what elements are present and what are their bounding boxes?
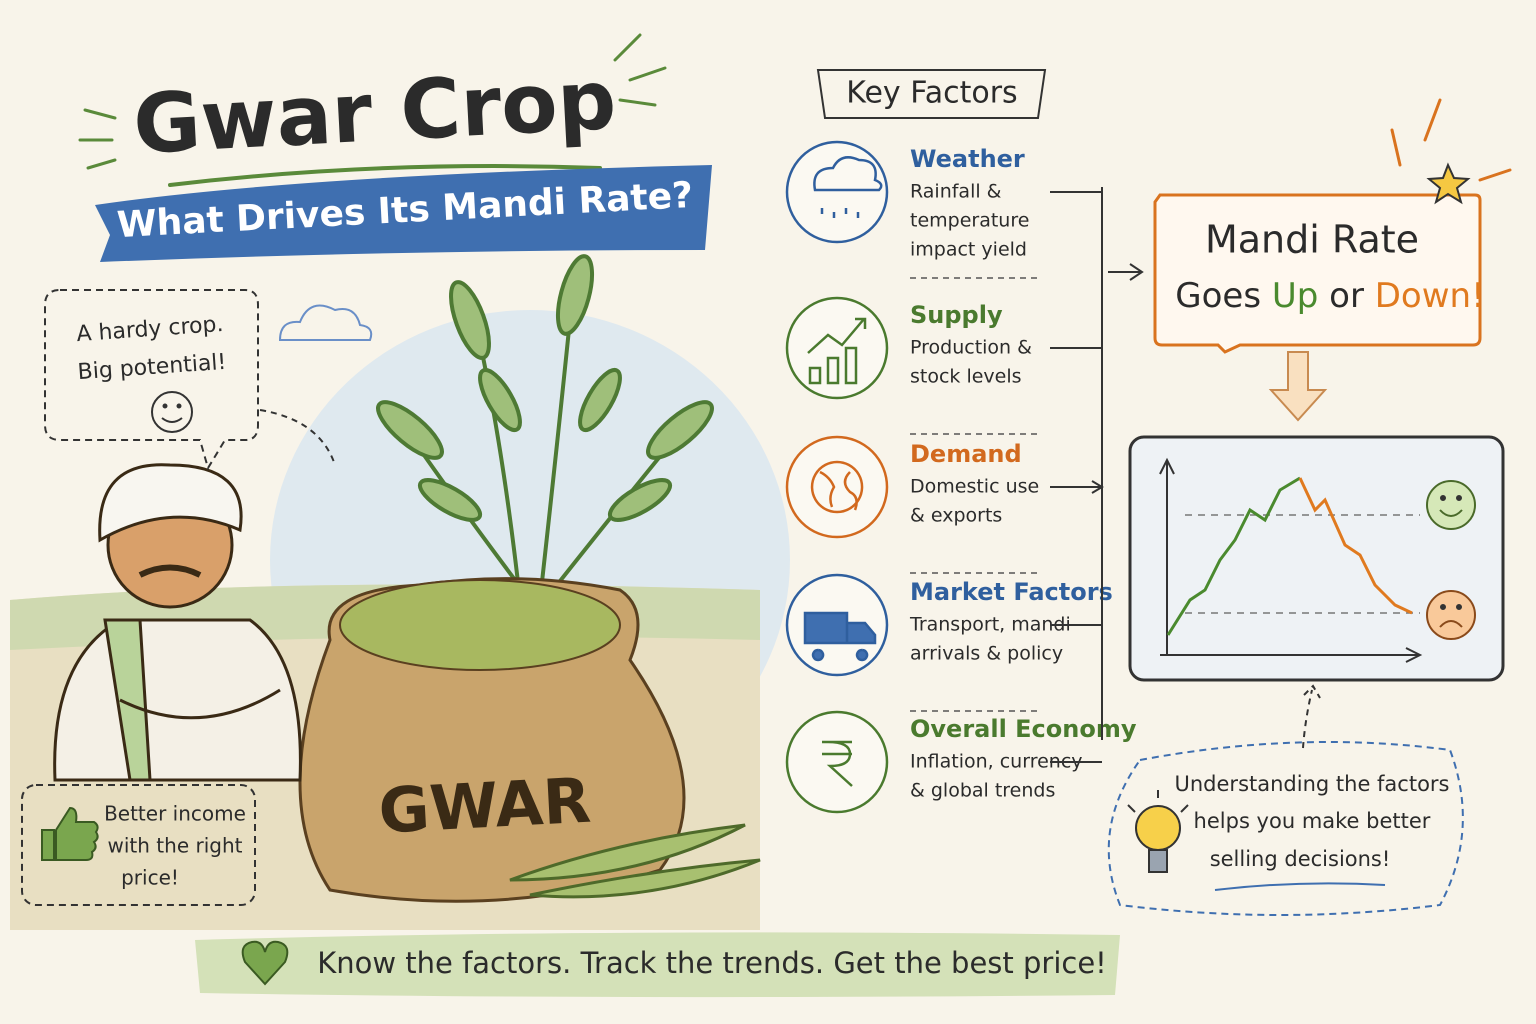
footer-text: Know the factors. Track the trends. Get … [317, 946, 1107, 980]
heart [241, 940, 289, 986]
subtitle-banner [95, 165, 712, 262]
factor-description: Production & [910, 337, 1032, 359]
tip-text: Understanding the factors [1175, 772, 1450, 796]
pointer [259, 409, 336, 466]
factor-name: Weather [910, 145, 1025, 173]
factor-icon [807, 317, 867, 385]
income-note [21, 784, 256, 906]
factor-description: arrivals & policy [910, 643, 1063, 665]
farmer [53, 463, 302, 782]
factor-icon-circle [785, 140, 889, 244]
down-arrow [1268, 351, 1328, 422]
heading-box [816, 69, 1047, 119]
result-up: Up [1272, 276, 1318, 316]
factor-icon-circle [785, 435, 889, 539]
result-word: Goes [1175, 276, 1261, 316]
tip-box [1107, 741, 1464, 916]
key-factors-heading: Key Factors [846, 76, 1017, 111]
factor-description: temperature [910, 210, 1029, 232]
sparkle [1390, 98, 1512, 205]
sack-label: GWAR [377, 764, 593, 848]
result-word: or [1329, 276, 1364, 316]
speech-bubble [44, 289, 259, 471]
factor-icon [813, 156, 883, 218]
beans [339, 579, 621, 671]
factor-name: Demand [910, 440, 1022, 468]
factor-icon-circle [785, 710, 889, 814]
factor-list: Weather Rainfall & temperature impact yield… [785, 140, 1137, 814]
income-text: with the right [108, 834, 243, 858]
factor-description: Transport, mandi [909, 614, 1071, 636]
factor-description: Inflation, currency [910, 751, 1083, 773]
factor-description: & global trends [910, 780, 1055, 802]
cloud [278, 304, 373, 341]
income-text: Better income [104, 802, 246, 826]
income-text: price! [121, 866, 179, 890]
pods [509, 823, 761, 899]
connectors [1101, 187, 1144, 740]
bulb [1127, 790, 1189, 873]
factor-description: Rainfall & [910, 181, 1002, 203]
result-line: Goes Up or Down! [1175, 276, 1484, 316]
factor-name: Market Factors [910, 578, 1113, 606]
factor-description: & exports [910, 505, 1002, 527]
footer-banner [195, 932, 1120, 998]
tip-text: helps you make better [1194, 809, 1431, 833]
factor-icon [822, 740, 853, 787]
trend-box [1128, 435, 1505, 682]
factor-name: Supply [910, 301, 1003, 329]
result-title: Mandi Rate [1205, 218, 1419, 262]
factor-icon [803, 611, 877, 662]
factor-icon [810, 460, 864, 514]
factor-description: stock levels [910, 366, 1022, 388]
factor-name: Overall Economy [910, 715, 1137, 743]
trend-illustration [1159, 457, 1476, 749]
underline [1214, 882, 1386, 891]
result-down: Down! [1375, 276, 1485, 316]
result-box [1153, 193, 1482, 354]
smiley [151, 391, 193, 433]
factor-description: Domestic use [910, 476, 1039, 498]
gwar-plant [376, 254, 714, 602]
thumbs-up [41, 806, 99, 861]
tip-text: selling decisions! [1210, 847, 1391, 871]
factor-description: impact yield [910, 239, 1027, 261]
title-decor [78, 33, 667, 187]
